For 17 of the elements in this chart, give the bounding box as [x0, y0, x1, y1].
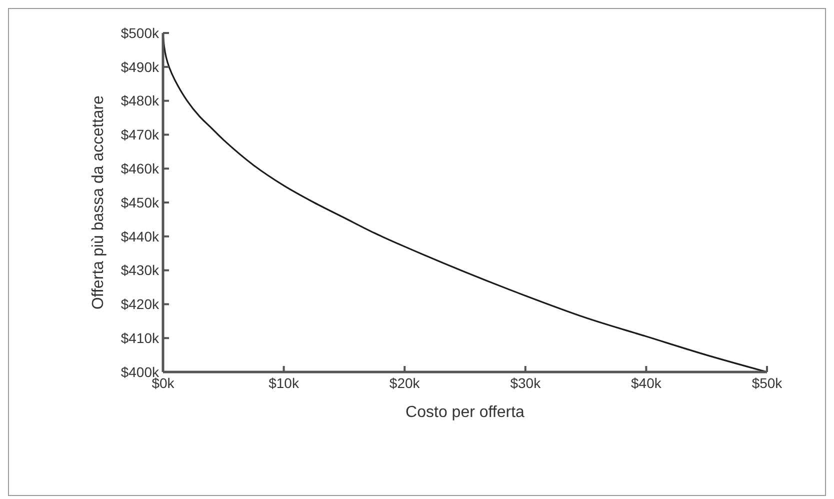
y-tick-label: $420k — [120, 296, 160, 312]
x-tick-label: $50k — [752, 375, 784, 391]
x-axis-title: Costo per offerta — [406, 404, 525, 421]
x-tick-label: $10k — [268, 375, 300, 391]
x-tick-label: $30k — [510, 375, 542, 391]
y-tick-label: $450k — [120, 194, 160, 210]
y-axis-title: Offerta più bassa da accettare — [90, 95, 107, 310]
x-tick-label: $20k — [389, 375, 421, 391]
y-tick-label: $500k — [120, 24, 160, 41]
y-tick-label: $470k — [120, 126, 160, 143]
y-tick-label: $440k — [120, 228, 160, 244]
y-tick-label: $460k — [120, 160, 160, 176]
y-tick-label: $480k — [120, 92, 160, 109]
y-tick-label: $430k — [120, 262, 160, 278]
y-tick-label: $490k — [120, 58, 160, 75]
y-tick-label: $410k — [120, 330, 160, 346]
x-tick-label: $40k — [631, 375, 662, 391]
